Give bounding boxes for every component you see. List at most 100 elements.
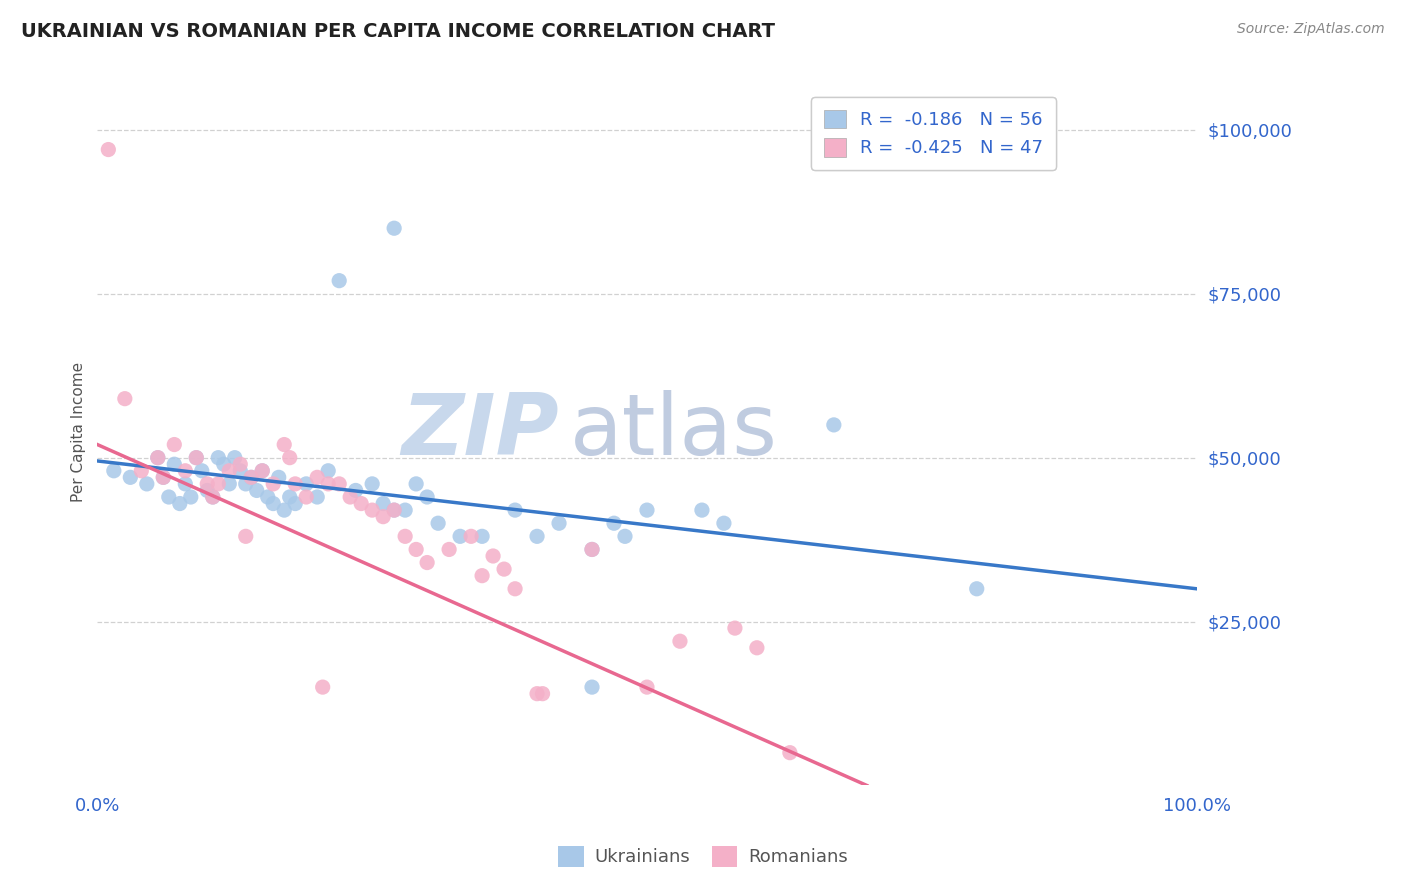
Point (273, 503, 295, 517)
Point (163, 437, 186, 451)
Point (614, 529, 637, 543)
Point (262, 497, 284, 511)
Point (97, 143, 120, 157)
Point (163, 457, 186, 471)
Text: atlas: atlas (569, 390, 778, 473)
Point (482, 549, 505, 563)
Point (135, 476, 157, 491)
Point (201, 490, 224, 504)
Point (690, 503, 713, 517)
Point (416, 490, 439, 504)
Point (382, 221, 405, 235)
Legend: R =  -0.186   N = 56, R =  -0.425   N = 47: R = -0.186 N = 56, R = -0.425 N = 47 (811, 97, 1056, 170)
Point (284, 476, 307, 491)
Point (278, 490, 301, 504)
Point (471, 568, 494, 582)
Point (437, 542, 460, 557)
Point (966, 582, 988, 596)
Text: ZIP: ZIP (401, 390, 560, 473)
Point (218, 464, 240, 478)
Point (152, 470, 174, 484)
Point (405, 542, 427, 557)
Point (146, 450, 169, 465)
Point (262, 476, 284, 491)
Point (471, 529, 494, 543)
Point (146, 450, 169, 465)
Point (328, 476, 350, 491)
Point (267, 470, 290, 484)
Text: UKRAINIAN VS ROMANIAN PER CAPITA INCOME CORRELATION CHART: UKRAINIAN VS ROMANIAN PER CAPITA INCOME … (21, 22, 775, 41)
Point (235, 476, 257, 491)
Point (449, 529, 471, 543)
Point (350, 497, 373, 511)
Point (207, 450, 229, 465)
Point (724, 621, 747, 635)
Point (169, 497, 191, 511)
Point (394, 503, 416, 517)
Point (427, 516, 450, 531)
Point (503, 503, 526, 517)
Point (278, 450, 301, 465)
Point (114, 392, 136, 406)
Point (191, 464, 214, 478)
Point (382, 503, 405, 517)
Point (284, 497, 307, 511)
Point (307, 490, 329, 504)
Point (581, 680, 603, 694)
Point (307, 470, 329, 484)
Point (548, 516, 571, 531)
Point (669, 634, 692, 648)
Point (224, 450, 246, 465)
Point (494, 562, 516, 576)
Point (416, 556, 439, 570)
Point (174, 476, 197, 491)
Point (328, 274, 350, 288)
Point (256, 490, 278, 504)
Point (779, 746, 801, 760)
Point (152, 470, 174, 484)
Point (526, 529, 548, 543)
Point (531, 687, 554, 701)
Point (246, 483, 269, 498)
Point (373, 509, 395, 524)
Point (240, 470, 263, 484)
Point (103, 464, 125, 478)
Point (186, 450, 208, 465)
Point (120, 470, 142, 484)
Point (460, 529, 482, 543)
Point (252, 464, 274, 478)
Point (229, 457, 252, 471)
Point (252, 464, 274, 478)
Point (745, 640, 768, 655)
Point (201, 490, 224, 504)
Point (316, 464, 339, 478)
Point (361, 476, 384, 491)
Point (195, 476, 218, 491)
Point (157, 490, 180, 504)
Point (316, 476, 339, 491)
Point (636, 503, 658, 517)
Point (229, 464, 252, 478)
Point (503, 582, 526, 596)
Point (713, 516, 735, 531)
Point (295, 490, 318, 504)
Point (581, 542, 603, 557)
Point (603, 516, 626, 531)
Point (273, 437, 295, 451)
Point (373, 497, 395, 511)
Point (382, 503, 405, 517)
Legend: Ukrainians, Romanians: Ukrainians, Romanians (551, 838, 855, 874)
Point (131, 464, 153, 478)
Point (823, 417, 845, 432)
Point (361, 503, 384, 517)
Point (195, 483, 218, 498)
Point (312, 680, 335, 694)
Point (344, 483, 367, 498)
Point (405, 476, 427, 491)
Point (212, 457, 235, 471)
Point (581, 542, 603, 557)
Point (207, 476, 229, 491)
Point (218, 476, 240, 491)
Point (174, 464, 197, 478)
Text: Source: ZipAtlas.com: Source: ZipAtlas.com (1237, 22, 1385, 37)
